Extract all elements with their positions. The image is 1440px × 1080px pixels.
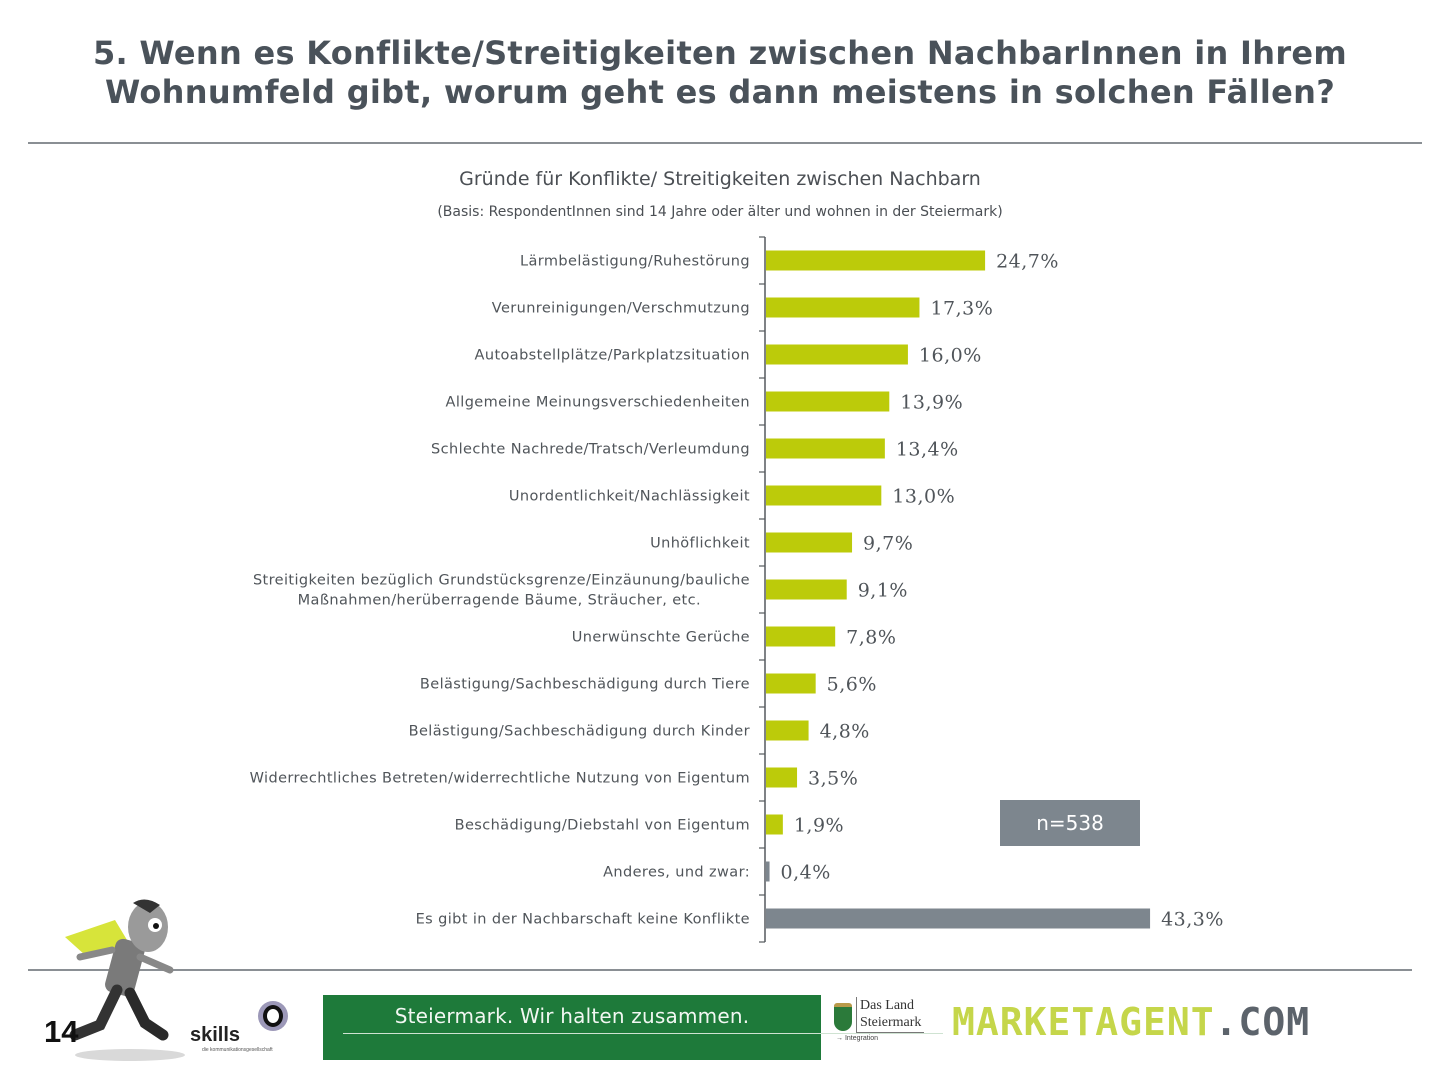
- marketagent-wordmark: MARKETAGENT: [952, 1000, 1215, 1044]
- top-divider: [28, 142, 1422, 144]
- category-label-line: Maßnahmen/herüberragende Bäume, Sträuche…: [298, 593, 701, 609]
- page-number: 14: [44, 1014, 79, 1049]
- data-label: 16,0%: [919, 345, 982, 367]
- bar: [766, 720, 809, 741]
- bar: [766, 861, 770, 882]
- land-name-line-2: Steiermark: [860, 1015, 922, 1030]
- bar: [766, 297, 920, 318]
- banner-text: Steiermark. Wir halten zusammen.: [394, 1004, 750, 1028]
- bar: [766, 767, 798, 788]
- category-label: Allgemeine Meinungsverschiedenheiten: [446, 395, 750, 411]
- bar: [766, 391, 890, 412]
- category-label: Beschädigung/Diebstahl von Eigentum: [455, 818, 750, 834]
- data-label: 9,7%: [863, 533, 913, 555]
- skills-logo: skills die kommunikationsgesellschaft: [188, 998, 308, 1062]
- data-label: 9,1%: [858, 580, 908, 602]
- category-label: Lärmbelästigung/Ruhestörung: [520, 254, 750, 270]
- bar: [766, 673, 816, 694]
- data-label: 13,4%: [896, 439, 959, 461]
- data-label: 43,3%: [1161, 909, 1224, 931]
- bottom-divider: [28, 969, 1412, 971]
- category-label: Belästigung/Sachbeschädigung durch Tiere: [420, 677, 750, 693]
- data-label: 13,9%: [900, 392, 963, 414]
- bar: [766, 908, 1151, 929]
- category-label: Autoabstellplätze/Parkplatzsituation: [475, 348, 750, 364]
- marketagent-logo: MARKETAGENT.COM: [952, 1000, 1310, 1044]
- bar: [766, 344, 908, 365]
- data-label: 13,0%: [892, 486, 955, 508]
- category-label: Verunreinigungen/Verschmutzung: [492, 301, 750, 317]
- category-label: Schlechte Nachrede/Tratsch/Verleumdung: [431, 442, 750, 458]
- skills-wordmark: skills: [190, 1024, 241, 1046]
- category-label: Unordentlichkeit/Nachlässigkeit: [509, 489, 750, 505]
- steiermark-banner: Steiermark. Wir halten zusammen.: [323, 995, 943, 1060]
- bar: [766, 626, 836, 647]
- slide-title: 5. Wenn es Konflikte/Streitigkeiten zwis…: [40, 34, 1400, 112]
- skills-ring-icon: [258, 1001, 288, 1031]
- category-label-line: Streitigkeiten bezüglich Grundstücksgren…: [253, 573, 750, 589]
- coat-of-arms-icon: [834, 1003, 852, 1031]
- data-label: 0,4%: [781, 862, 831, 884]
- data-label: 24,7%: [996, 251, 1059, 273]
- slide-title-line-1: 5. Wenn es Konflikte/Streitigkeiten zwis…: [92, 34, 1348, 72]
- land-name-line-1: Das Land: [860, 998, 915, 1013]
- category-label: Anderes, und zwar:: [603, 865, 750, 881]
- running-mascot-icon: [65, 899, 185, 1061]
- banner-line: [343, 1033, 943, 1034]
- category-label: Unerwünschte Gerüche: [572, 630, 750, 646]
- data-label: 7,8%: [846, 627, 896, 649]
- bar: [766, 438, 885, 459]
- chart-subtitle: (Basis: RespondentInnen sind 14 Jahre od…: [437, 204, 1003, 220]
- category-label: Unhöflichkeit: [650, 536, 750, 552]
- land-steiermark-logo: Das Land Steiermark → Integration: [832, 995, 932, 1050]
- category-label: Belästigung/Sachbeschädigung durch Kinde…: [409, 724, 750, 740]
- bar: [766, 814, 783, 835]
- chart-title: Gründe für Konflikte/ Streitigkeiten zwi…: [459, 168, 981, 190]
- bar: [766, 579, 847, 600]
- data-label: 5,6%: [827, 674, 877, 696]
- marketagent-domain: .COM: [1214, 1000, 1311, 1044]
- land-steiermark-name: Das Land Steiermark: [856, 997, 925, 1033]
- bar: [766, 532, 853, 553]
- slide-title-line-2: Wohnumfeld gibt, worum geht es dann meis…: [104, 73, 1336, 111]
- category-label: Es gibt in der Nachbarschaft keine Konfl…: [416, 912, 750, 928]
- land-subtext: → Integration: [836, 1035, 879, 1042]
- data-label: 4,8%: [820, 721, 870, 743]
- skills-tagline: die kommunikationsgesellschaft: [202, 1047, 273, 1053]
- data-label: 1,9%: [794, 815, 844, 837]
- bar: [766, 485, 882, 506]
- data-label: 17,3%: [930, 298, 993, 320]
- category-label: Streitigkeiten bezüglich Grundstücksgren…: [253, 573, 750, 609]
- sample-size-badge: n=538: [1000, 800, 1140, 846]
- bar: [766, 250, 986, 271]
- category-label: Widerrechtliches Betreten/widerrechtlich…: [250, 771, 750, 787]
- data-label: 3,5%: [808, 768, 858, 790]
